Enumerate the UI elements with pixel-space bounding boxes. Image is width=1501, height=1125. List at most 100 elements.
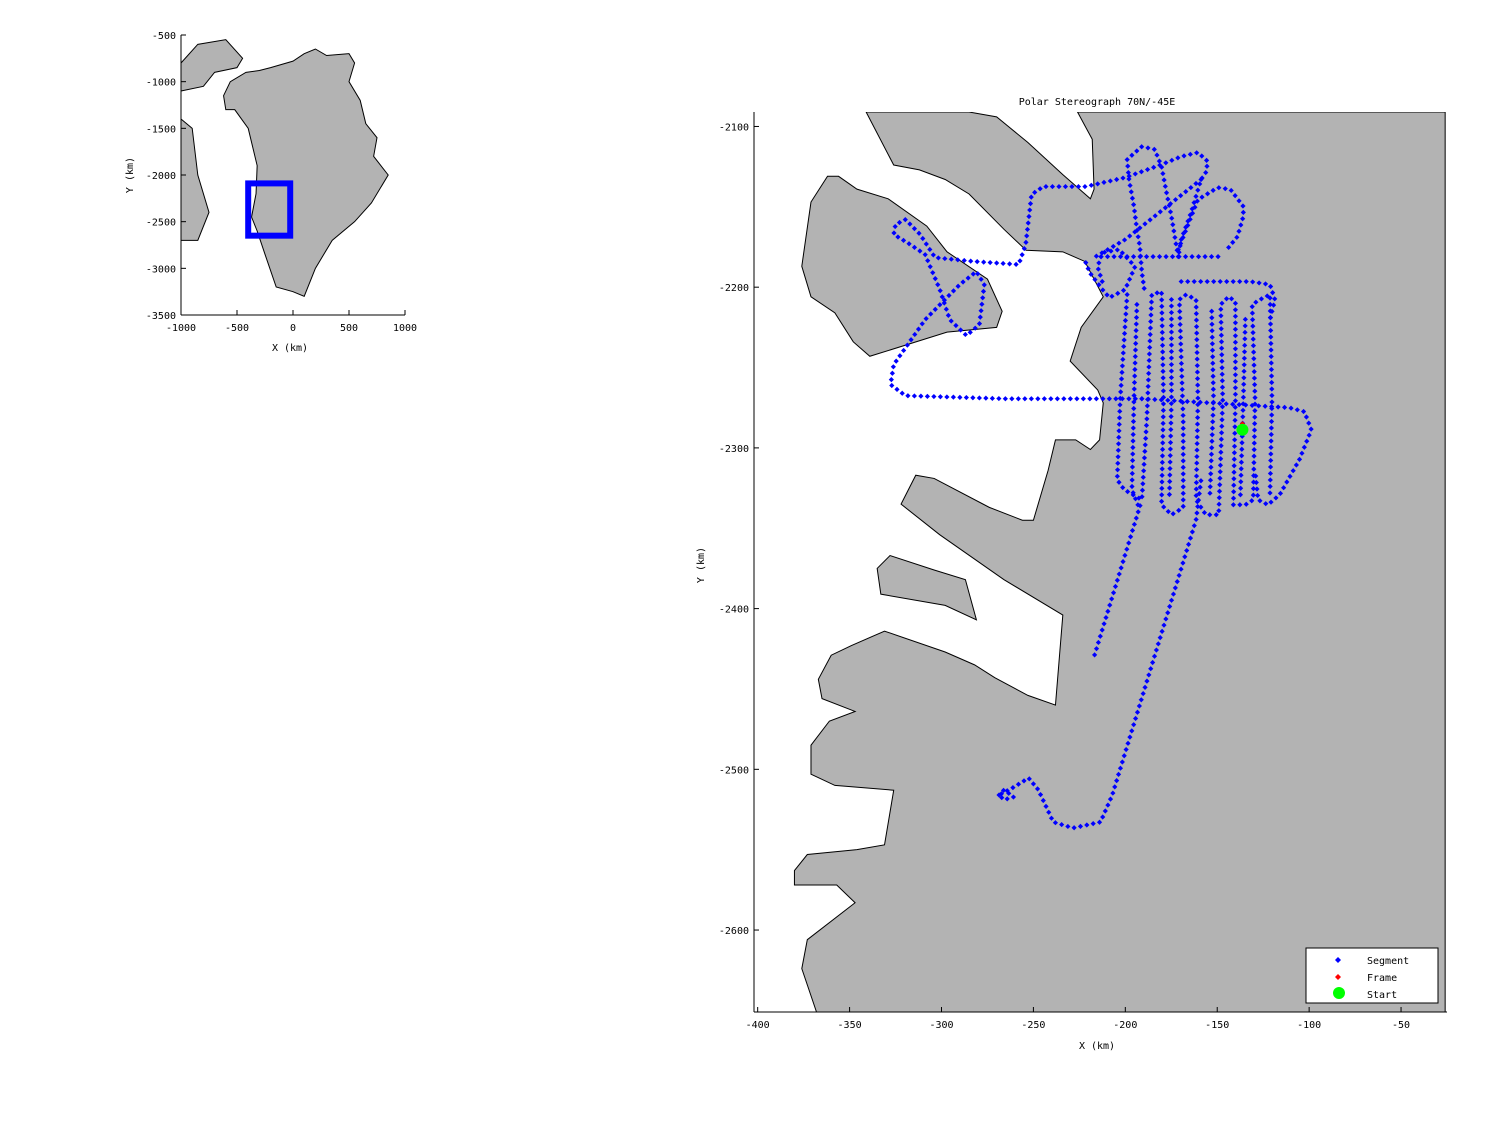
track-point [1187,216,1193,222]
x-tick-label: 0 [290,323,296,334]
track-point [976,395,982,401]
track-point [1243,278,1249,285]
track-point [1210,412,1216,418]
track-point [1019,252,1025,258]
track-point [1217,482,1223,488]
track-point [1115,290,1121,296]
track-point [1241,362,1247,368]
track-point [1194,434,1200,440]
track-point [1193,304,1199,310]
track-point [1251,369,1257,375]
track-point [1040,797,1046,804]
track-point [1213,512,1219,518]
track-point [1144,409,1150,416]
track-point [1239,446,1245,452]
track-point [1168,400,1174,407]
track-point [1176,572,1182,579]
track-point [1115,460,1121,466]
track-point [1159,303,1165,309]
track-point [1268,457,1274,464]
track-point [1133,321,1139,327]
track-point [1193,193,1199,200]
x-tick-label: -150 [1205,1020,1229,1031]
track-point [1209,328,1215,334]
track-point [972,325,978,331]
track-point [1030,781,1037,787]
track-point [1162,183,1168,189]
track-point [1195,254,1202,260]
track-point [1250,279,1256,285]
track-point [1163,190,1170,196]
track-point [1208,254,1215,260]
track-point [1275,404,1281,410]
track-point [1182,292,1189,298]
track-point [1037,186,1043,192]
track-point [1195,388,1201,395]
track-point [1219,378,1225,384]
track-point [1114,176,1120,183]
track-point [1303,414,1310,420]
track-point [1180,503,1186,510]
track-point [1120,484,1126,491]
track-point [1129,483,1135,490]
track-point [1232,365,1239,371]
track-point [1112,583,1119,590]
track-point [1160,414,1166,420]
track-point [1182,554,1188,560]
track-point [1237,278,1243,285]
track-point [1218,443,1224,449]
track-point [1166,491,1173,498]
track-point [1159,492,1165,498]
track-point [1251,349,1257,355]
track-point [1251,427,1258,433]
track-point [1054,396,1060,402]
legend-segment-label: Segment [1367,956,1409,967]
track-point [1120,175,1126,181]
track-point [1268,438,1274,444]
track-point [1048,815,1055,821]
track-point [1232,372,1239,378]
track-point [1140,279,1146,285]
track-point [1170,222,1176,228]
track-point [1120,356,1126,363]
track-point [1026,776,1032,782]
track-point [1194,447,1200,453]
track-point [1268,334,1274,340]
track-point [1125,163,1131,169]
track-point [1193,180,1199,187]
track-point [1095,181,1101,187]
track-point [1269,386,1275,392]
track-point [1062,183,1069,190]
track-point [1193,317,1200,323]
track-point [1146,364,1152,370]
track-point [1176,254,1182,260]
track-point [1160,388,1166,394]
track-point [1132,496,1139,502]
track-point [1268,444,1274,451]
track-point [1267,295,1273,301]
track-point [1230,502,1237,508]
track-point [1268,366,1275,373]
track-point [1090,821,1096,827]
track-point [1194,336,1200,343]
track-point [1002,396,1008,402]
track-point [1180,451,1186,458]
track-point [1144,403,1150,409]
track-point [1129,527,1136,534]
track-point [927,246,933,253]
track-point [1132,715,1139,722]
track-point [1004,796,1010,802]
track-point [1144,678,1150,684]
track-point [1069,183,1075,190]
track-point [1115,441,1122,447]
track-point [1194,440,1200,447]
track-point [1223,296,1230,302]
track-point [905,393,911,399]
y-tick-label: -1500 [146,124,176,135]
track-point [1116,571,1122,577]
track-point [1145,377,1151,383]
track-point [1159,446,1166,452]
track-point [1161,622,1167,628]
track-point [1242,342,1248,348]
track-point [896,219,903,226]
